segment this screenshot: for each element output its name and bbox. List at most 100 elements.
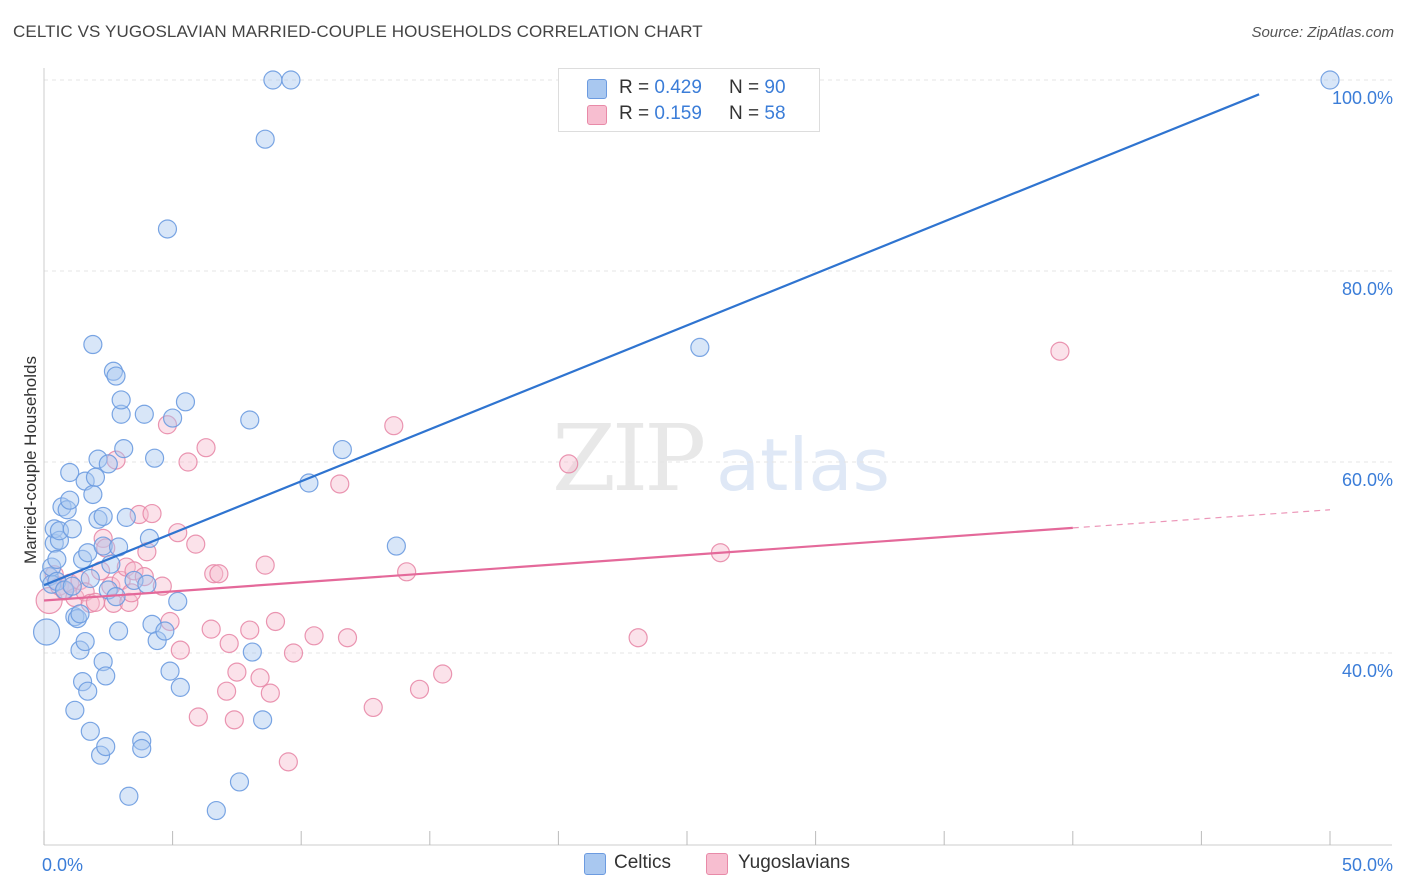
celtics-point	[108, 621, 129, 641]
yugoslavians-point	[188, 707, 208, 727]
yugoslavians-point	[409, 679, 430, 699]
celtics-point	[96, 736, 116, 757]
celtics-point	[119, 786, 139, 806]
celtics-point	[111, 404, 131, 424]
y-tick-label-100: 100.0%	[1332, 88, 1393, 108]
yugoslavians-point	[224, 710, 244, 730]
celtics-point	[96, 666, 116, 686]
watermark-zip: ZIP	[552, 405, 703, 512]
celtics-point	[175, 392, 196, 412]
bottom-yugoslavians-swatch	[706, 853, 728, 875]
celtics-point	[88, 449, 108, 469]
celtics-n-label: N =	[729, 77, 760, 98]
yugoslavians-point	[227, 662, 247, 682]
celtics-r-label: R =	[619, 77, 650, 98]
celtics-point	[83, 334, 103, 355]
celtics-point	[160, 661, 180, 681]
celtics-n: N = 90	[729, 77, 786, 99]
celtics-point	[255, 129, 275, 149]
x-ticks	[43, 831, 1331, 845]
yugoslavians-r-label: R =	[619, 103, 650, 124]
celtics-point	[229, 772, 250, 792]
x-tick-label-min: 0.0%	[42, 855, 83, 875]
celtics-point	[80, 721, 100, 741]
y-tick-label-40: 40.0%	[1342, 661, 1393, 681]
celtics-point	[144, 448, 165, 468]
yugoslavians-swatch	[587, 105, 607, 125]
yugoslavians-point	[363, 697, 383, 718]
yugoslavians-point	[628, 628, 648, 648]
celtics-point	[60, 462, 80, 483]
yugoslavians-point	[1050, 341, 1070, 361]
celtics-point	[147, 630, 167, 651]
yugoslavians-point	[186, 534, 206, 554]
y-tick-labels: 40.0% 60.0% 80.0% 100.0%	[1332, 88, 1393, 681]
yugoslavians-point	[152, 576, 172, 596]
celtics-point	[157, 219, 178, 239]
y-tick-label-80: 80.0%	[1342, 279, 1393, 299]
watermark-atlas: atlas	[716, 423, 890, 507]
y-tick-label-60: 60.0%	[1342, 470, 1393, 490]
celtics-point	[32, 618, 61, 646]
celtics-points	[32, 70, 1340, 821]
yugoslavians-point	[170, 640, 190, 660]
trend-lines	[43, 93, 1331, 602]
celtics-point	[72, 672, 93, 692]
chart-title: CELTIC VS YUGOSLAVIAN MARRIED-COUPLE HOU…	[13, 22, 703, 41]
celtics-point	[263, 70, 283, 90]
axes	[43, 68, 1392, 846]
yugoslavians-point	[240, 620, 260, 640]
celtics-point	[44, 533, 64, 553]
celtics-point	[78, 681, 98, 701]
celtics-point	[98, 580, 118, 600]
yugoslavians-point	[278, 752, 298, 772]
yugoslavians-point	[304, 626, 324, 646]
yugoslavians-trend-line	[43, 526, 1073, 602]
yugoslavians-point	[201, 619, 221, 639]
yugoslavians-point	[384, 416, 404, 436]
celtics-point	[83, 484, 103, 505]
celtics-point	[132, 738, 152, 759]
yugoslavians-point	[219, 633, 239, 654]
yugoslavians-point	[196, 438, 216, 458]
celtics-point	[106, 366, 126, 386]
yugoslavians-n-value: 58	[764, 103, 786, 124]
gridlines	[44, 79, 1392, 654]
celtics-point	[163, 408, 183, 428]
celtics-point	[88, 509, 108, 529]
celtics-point	[240, 410, 260, 430]
yugoslavians-point	[260, 683, 280, 703]
celtics-point	[206, 800, 226, 821]
yugoslavians-point	[217, 681, 237, 701]
celtics-point	[134, 404, 154, 424]
celtics-point	[98, 454, 118, 474]
celtics-point	[386, 536, 406, 556]
celtics-r-value: 0.429	[654, 77, 702, 98]
yugoslavians-point	[559, 454, 579, 474]
celtics-n-value: 90	[764, 77, 786, 98]
yugoslavians-point	[397, 562, 417, 582]
yugoslavians-point	[209, 564, 229, 584]
celtics-point	[111, 390, 131, 410]
celtics-point	[93, 506, 113, 527]
celtics-point	[60, 490, 80, 510]
celtics-point	[85, 467, 106, 487]
yugoslavians-point	[433, 664, 453, 684]
celtics-point	[168, 591, 188, 612]
celtics-point	[170, 677, 190, 697]
yugoslavians-point	[134, 566, 154, 587]
celtics-point	[242, 642, 262, 662]
celtics-point	[116, 507, 136, 527]
celtics-point	[281, 70, 301, 90]
celtics-point	[132, 731, 152, 751]
celtics-swatch	[587, 79, 607, 99]
celtics-point	[690, 337, 710, 357]
celtics-point	[137, 574, 157, 594]
celtics-r: R = 0.429	[619, 77, 702, 99]
x-tick-label-max: 50.0%	[1342, 855, 1393, 875]
celtics-point	[124, 570, 144, 591]
yugoslavians-n-label: N =	[729, 103, 760, 124]
celtics-point	[332, 439, 352, 460]
celtics-point	[253, 710, 273, 730]
